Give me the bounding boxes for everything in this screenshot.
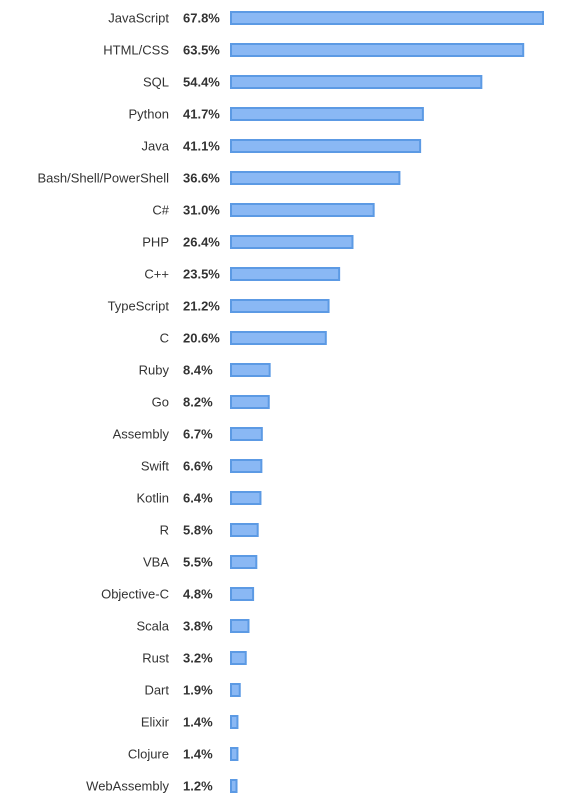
bar (230, 299, 330, 313)
category-label: Clojure (128, 747, 169, 762)
value-label: 1.9% (183, 683, 213, 698)
value-label: 5.5% (183, 555, 213, 570)
category-label: JavaScript (108, 11, 169, 26)
value-label: 4.8% (183, 587, 213, 602)
value-label: 8.4% (183, 363, 213, 378)
category-label: C# (152, 203, 169, 218)
category-label: Ruby (139, 363, 170, 378)
category-label: Python (129, 107, 169, 122)
value-label: 1.2% (183, 779, 213, 794)
category-label: Assembly (113, 427, 170, 442)
category-label: TypeScript (108, 299, 170, 314)
bar (230, 715, 239, 729)
value-label: 3.2% (183, 651, 213, 666)
value-label: 6.4% (183, 491, 213, 506)
value-label: 67.8% (183, 11, 220, 26)
category-label: Objective-C (101, 587, 169, 602)
value-label: 6.6% (183, 459, 213, 474)
category-label: Dart (144, 683, 169, 698)
bar (230, 747, 239, 761)
category-label: VBA (143, 555, 169, 570)
bar (230, 267, 341, 281)
bar (230, 235, 354, 249)
value-label: 1.4% (183, 747, 213, 762)
category-label: Swift (141, 459, 170, 474)
value-label: 1.4% (183, 715, 213, 730)
bar (230, 459, 263, 473)
bar (230, 523, 259, 537)
bar (230, 651, 247, 665)
category-label: WebAssembly (86, 779, 169, 794)
bar (230, 75, 483, 89)
value-label: 63.5% (183, 43, 220, 58)
bar (230, 683, 241, 697)
value-label: 3.8% (183, 619, 213, 634)
category-label: Scala (136, 619, 169, 634)
value-label: 21.2% (183, 299, 220, 314)
category-label: C (160, 331, 169, 346)
value-label: 23.5% (183, 267, 220, 282)
category-label: PHP (142, 235, 169, 250)
value-label: 31.0% (183, 203, 220, 218)
chart-rows: JavaScript 67.8% HTML/CSS 63.5% SQL 54.4% Pyth… (37, 11, 544, 794)
category-label: Kotlin (136, 491, 169, 506)
category-label: C++ (144, 267, 169, 282)
category-label: R (160, 523, 169, 538)
value-label: 6.7% (183, 427, 213, 442)
value-label: 41.7% (183, 107, 220, 122)
bar (230, 779, 238, 793)
category-label: HTML/CSS (103, 43, 169, 58)
category-label: Bash/Shell/PowerShell (37, 171, 169, 186)
value-label: 20.6% (183, 331, 220, 346)
value-label: 41.1% (183, 139, 220, 154)
bar (230, 43, 525, 57)
category-label: SQL (143, 75, 169, 90)
category-label: Go (152, 395, 169, 410)
bar (230, 139, 422, 153)
category-label: Elixir (141, 715, 170, 730)
bar (230, 555, 258, 569)
bar (230, 491, 262, 505)
bar (230, 171, 401, 185)
category-label: Java (142, 139, 170, 154)
value-label: 8.2% (183, 395, 213, 410)
bar (230, 331, 327, 345)
value-label: 26.4% (183, 235, 220, 250)
bar (230, 11, 544, 25)
bar (230, 619, 250, 633)
value-label: 5.8% (183, 523, 213, 538)
bar (230, 363, 271, 377)
bar (230, 427, 263, 441)
value-label: 36.6% (183, 171, 220, 186)
value-label: 54.4% (183, 75, 220, 90)
category-label: Rust (142, 651, 169, 666)
bar (230, 203, 375, 217)
bar (230, 395, 270, 409)
bar (230, 107, 424, 121)
bar (230, 587, 255, 601)
